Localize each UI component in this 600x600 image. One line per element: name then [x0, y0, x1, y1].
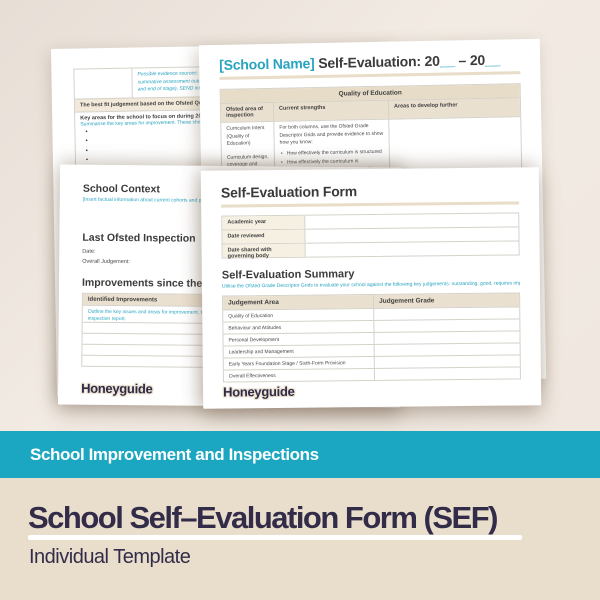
column-header-judgement-grade: Judgement Grade	[373, 292, 520, 308]
academic-year-value	[304, 213, 519, 229]
category-label: School Improvement and Inspections	[30, 444, 319, 464]
date-reviewed-label: Date reviewed	[222, 229, 305, 244]
column-header-areas-to-develop: Areas to develop further	[387, 98, 521, 119]
title-underline-bar	[28, 535, 522, 540]
title-underline	[219, 71, 521, 80]
judgement-row-grade	[373, 366, 520, 380]
curriculum-intent: Curriculum Intent (Quality of Education)	[226, 125, 265, 147]
year-blank: __	[484, 51, 501, 68]
judgement-row-label: Early Years Foundation Stage / Sixth-For…	[228, 359, 346, 367]
product-subtitle: Individual Template	[29, 546, 191, 568]
judgement-summary-table: Judgement Area Judgement Grade Quality o…	[222, 291, 521, 383]
date-shared-label: Date shared with governing body	[222, 243, 305, 259]
title-text: Self-Evaluation:	[318, 52, 425, 72]
strength-bullet: How effectively the curriculum is struct…	[280, 148, 384, 157]
page-title: [School Name] Self-Evaluation: 20__ – 20…	[219, 51, 520, 73]
heading-underline	[221, 201, 520, 208]
evidence-empty-cell	[74, 69, 131, 98]
self-evaluation-form-heading: Self-Evaluation Form	[220, 183, 358, 201]
year-dash: –	[454, 52, 471, 69]
date-shared-value	[304, 241, 519, 257]
judgement-row-label: Personal Development	[228, 336, 280, 343]
product-title: School Self–Evaluation Form (SEF)	[28, 500, 498, 535]
honeyguide-logo: Honeyguide	[223, 383, 295, 400]
judgement-row-grade	[373, 330, 520, 344]
column-header-current-strengths: Current strengths	[272, 100, 389, 121]
form-info-table: Academic year Date reviewed Date shared …	[221, 212, 520, 259]
title-footer: School Self–Evaluation Form (SEF) Indivi…	[0, 478, 600, 600]
judgement-row-grade	[373, 342, 520, 356]
year-blank: __	[439, 52, 456, 69]
academic-year-label: Academic year	[222, 215, 305, 230]
judgement-row-grade	[373, 354, 520, 368]
category-banner: School Improvement and Inspections	[0, 431, 600, 478]
column-header-ofsted-area: Ofsted area of inspection	[225, 106, 264, 119]
year-prefix: 20	[469, 51, 486, 69]
year-prefix: 20	[424, 52, 440, 69]
strengths-intro: For both columns, use the Ofsted Grade D…	[279, 123, 384, 146]
judgement-row-label: Behaviour and Attitudes	[228, 324, 282, 331]
summary-guidance-note: Utilise the Ofsted Grade Descriptor Grid…	[221, 280, 521, 290]
honeyguide-logo: Honeyguide	[81, 380, 153, 397]
judgement-row-label: Leadership and Management	[228, 348, 294, 355]
self-evaluation-summary-heading: Self-Evaluation Summary	[221, 268, 355, 282]
column-header-judgement-area: Judgement Area	[228, 298, 279, 306]
judgement-row-label: Quality of Education	[228, 312, 274, 319]
page-front-right: Self-Evaluation Form Academic year Date …	[200, 167, 542, 409]
date-reviewed-value	[304, 227, 519, 243]
school-name-placeholder: [School Name]	[218, 55, 315, 73]
judgement-row-grade	[373, 318, 520, 332]
judgement-row-label: Overall Effectiveness	[228, 372, 276, 379]
pages-preview-area: Possible evidence sources: pupils' work …	[0, 0, 600, 431]
judgement-row-grade	[373, 306, 520, 320]
